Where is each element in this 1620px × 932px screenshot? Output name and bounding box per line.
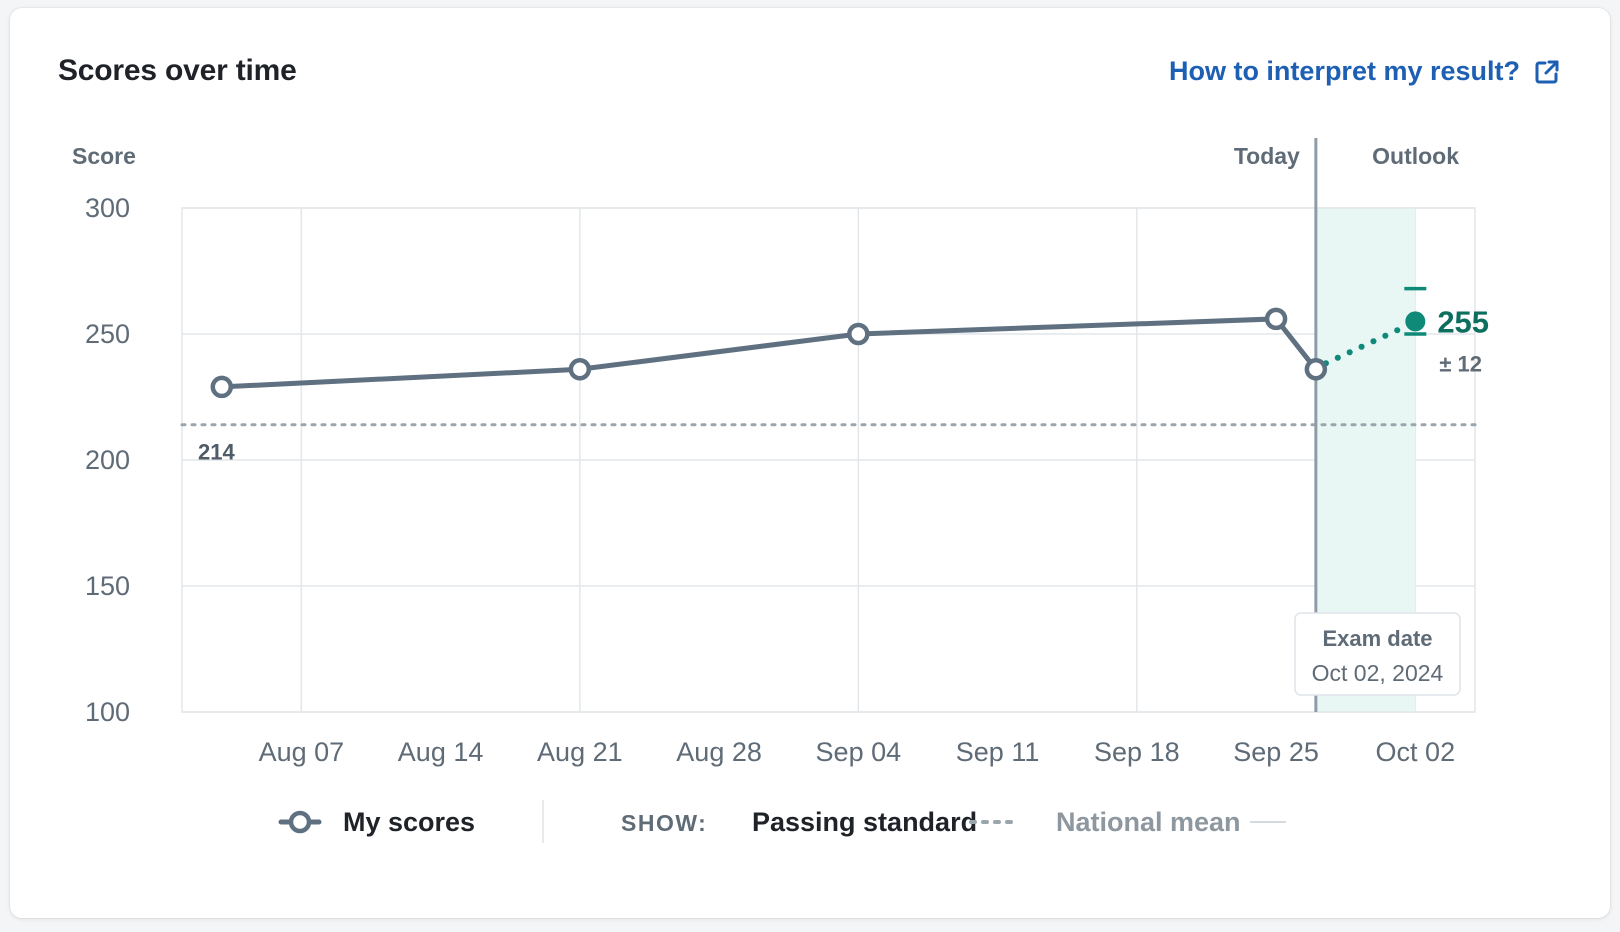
outlook-value-label: 255 — [1437, 304, 1489, 339]
y-tick-label: 150 — [85, 571, 130, 601]
interpret-result-link[interactable]: How to interpret my result? — [1169, 56, 1560, 87]
outlook-marker — [1404, 286, 1427, 336]
score-points — [210, 307, 1328, 399]
y-tick-label: 100 — [85, 697, 130, 727]
score-point[interactable] — [1264, 307, 1288, 331]
x-tick-label: Sep 04 — [816, 737, 902, 767]
x-tick-label: Sep 18 — [1094, 737, 1180, 767]
score-point[interactable] — [568, 358, 592, 381]
y-tick-label: 300 — [85, 193, 130, 223]
score-series-line — [219, 316, 1319, 390]
y-axis-label: Score — [72, 143, 136, 169]
toggle-passing-standard[interactable]: Passing standard — [752, 807, 977, 837]
score-point[interactable] — [1304, 358, 1328, 381]
y-tick-label: 250 — [85, 319, 130, 349]
plot-border — [181, 207, 1476, 713]
x-tick-label: Aug 21 — [537, 737, 623, 767]
y-tick-label: 200 — [85, 445, 130, 475]
plot-frame — [181, 207, 1476, 713]
my-scores-legend-icon — [278, 810, 322, 834]
score-point[interactable] — [847, 322, 870, 346]
passing-standard-value: 214 — [198, 440, 235, 465]
card-title: Scores over time — [58, 54, 297, 87]
external-link-icon — [1535, 60, 1559, 83]
x-tick-label: Aug 07 — [259, 737, 345, 767]
outlook-point[interactable] — [1405, 311, 1426, 332]
legend-my-scores: My scores — [343, 807, 475, 837]
x-tick-label: Sep 25 — [1233, 737, 1319, 767]
interpret-result-link-label: How to interpret my result? — [1168, 56, 1520, 86]
toggle-national-mean[interactable]: National mean — [1056, 807, 1241, 837]
exam-date-value: Oct 02, 2024 — [1312, 660, 1444, 686]
grid — [182, 207, 1475, 713]
forecast-line — [1322, 324, 1407, 367]
y-axis: 100 150 200 250 300 — [85, 193, 130, 727]
exam-date-box-bg — [1294, 612, 1461, 696]
x-axis: Aug 07 Aug 14 Aug 21 Aug 28 Sep 04 Sep 11 Sep … — [259, 737, 1456, 767]
legend-marker — [288, 810, 312, 834]
today-label: Today — [1234, 143, 1300, 169]
legend: My scores SHOW: Passing standard Nationa… — [278, 800, 1286, 843]
outlook-label: Outlook — [1372, 143, 1459, 169]
exam-date-box: Exam date Oct 02, 2024 — [1294, 612, 1461, 696]
legend-show-label: SHOW: — [621, 810, 707, 836]
x-tick-label: Sep 11 — [956, 737, 1040, 767]
x-tick-label: Aug 28 — [676, 737, 762, 767]
exam-date-title: Exam date — [1322, 626, 1432, 651]
x-tick-label: Aug 14 — [398, 737, 484, 767]
outlook-uncertainty-label: ± 12 — [1439, 351, 1482, 376]
score-point[interactable] — [210, 375, 234, 399]
x-tick-label: Oct 02 — [1376, 737, 1456, 767]
